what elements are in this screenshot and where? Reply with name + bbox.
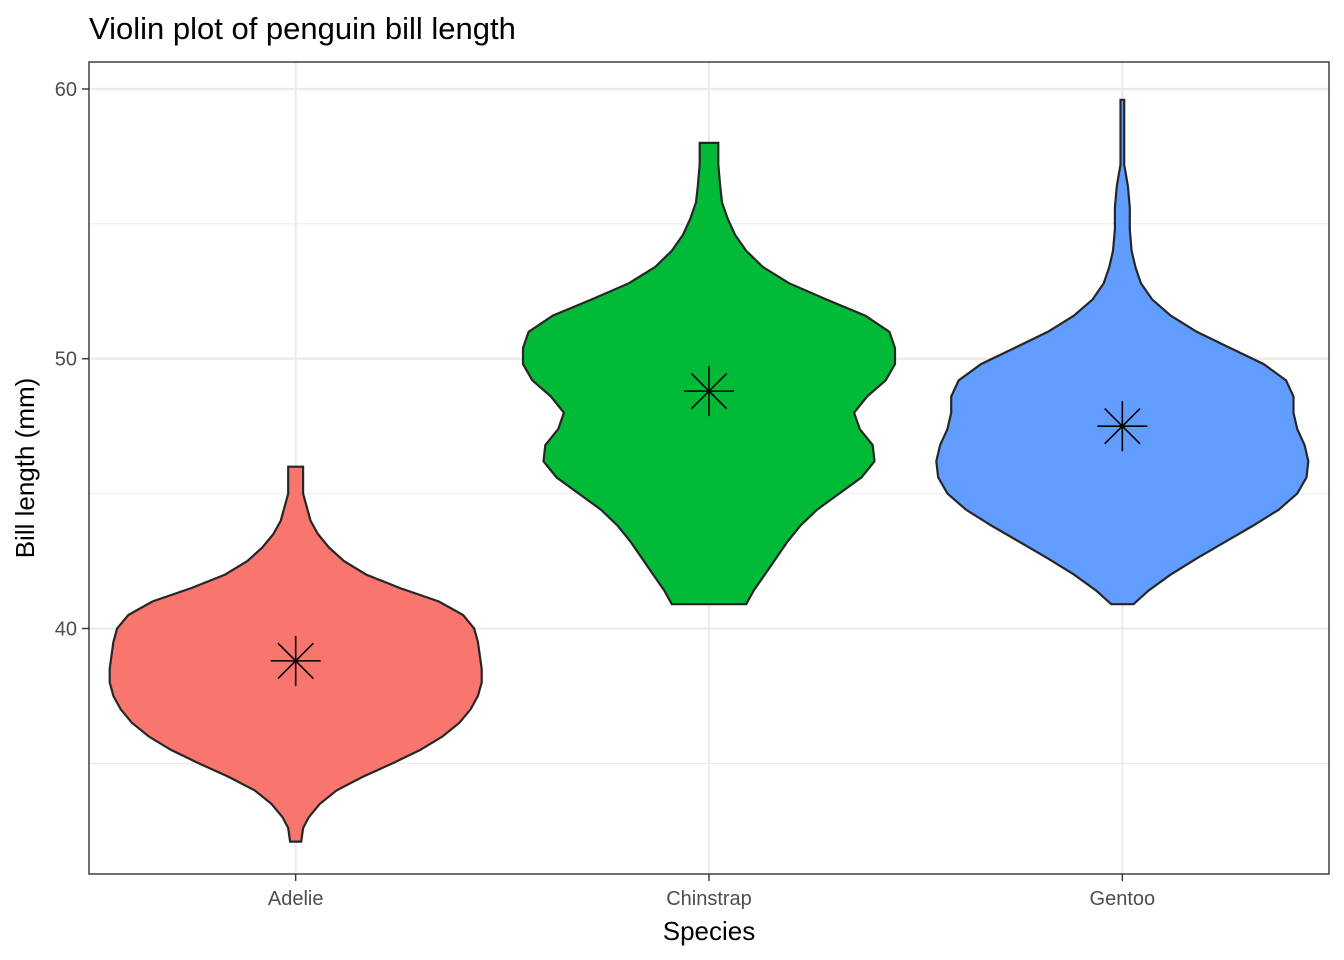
median-marker-chinstrap [684, 366, 734, 417]
y-axis: 40 50 60 [55, 79, 89, 641]
x-axis: Adelie Chinstrap Gentoo [268, 874, 1155, 910]
median-marker-adelie [270, 635, 321, 686]
x-tick-label: Chinstrap [666, 888, 752, 910]
x-tick-label: Gentoo [1090, 888, 1156, 910]
marker-stroke [690, 372, 728, 410]
marker-stroke [1104, 407, 1141, 445]
x-axis-title: Species [663, 916, 756, 946]
median-marker-gentoo [1097, 401, 1148, 452]
y-tick-label: 40 [55, 619, 77, 641]
marker-stroke [277, 642, 314, 680]
y-tick-label: 60 [55, 79, 77, 101]
violin-gentoo [935, 98, 1310, 606]
y-tick-label: 50 [55, 349, 77, 371]
median-markers [270, 366, 1148, 686]
y-axis-title: Bill length (mm) [10, 378, 40, 559]
x-tick-label: Adelie [268, 888, 324, 910]
chart-title: Violin plot of penguin bill length [89, 11, 516, 46]
